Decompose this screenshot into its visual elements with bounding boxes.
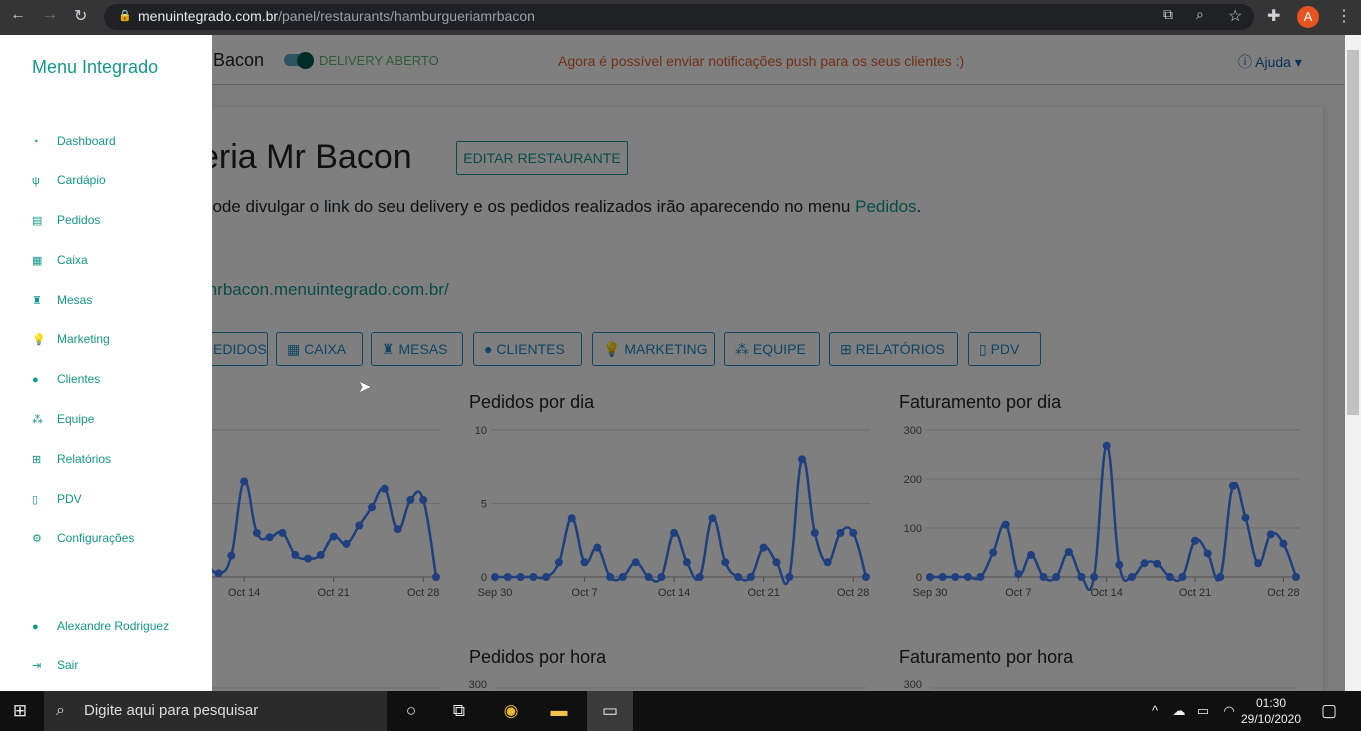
sidebar-item-relatórios[interactable]: ⊞ Relatórios — [32, 452, 111, 466]
brand[interactable]: Menu Integrado — [32, 57, 159, 77]
sidebar-item-label: Caixa — [57, 253, 88, 267]
sidebar-item-caixa[interactable]: ▦ Caixa — [32, 253, 88, 267]
chrome-icon[interactable]: ◉ — [503, 701, 519, 720]
scrollbar-thumb[interactable] — [1347, 50, 1359, 415]
search-icon: ⌕ — [56, 702, 65, 719]
windows-start-icon[interactable]: ⊞ — [12, 701, 28, 720]
url-text[interactable]: menuintegrado.com.br/panel/restaurants/h… — [138, 8, 535, 24]
logout-label: Sair — [57, 658, 79, 672]
chair-icon: ♜ — [32, 295, 42, 307]
lightbulb-icon: 💡 — [32, 334, 46, 346]
battery-icon[interactable]: ▭ — [1196, 703, 1210, 718]
mobile-icon: ▯ — [32, 494, 39, 506]
users-icon: ⁂ — [32, 414, 43, 426]
open-external-icon[interactable]: ⧉ — [1163, 6, 1173, 22]
logout-icon: ⇥ — [32, 660, 42, 672]
sidebar-item-label: Dashboard — [57, 134, 116, 148]
url-domain: menuintegrado.com.br — [138, 8, 279, 24]
forward-icon[interactable]: → — [42, 6, 58, 23]
notifications-icon[interactable]: ▢ — [1320, 701, 1338, 720]
sidebar-item-clientes[interactable]: ● Clientes — [32, 372, 100, 386]
sidebar-item-cardápio[interactable]: ψ Cardápio — [32, 173, 106, 187]
sidebar-item-label: PDV — [57, 492, 82, 506]
taskbar-search[interactable]: ⌕ Digite aqui para pesquisar — [44, 691, 387, 731]
sidebar-item-label: Relatórios — [57, 452, 112, 466]
zoom-icon[interactable]: ⌕ — [1196, 6, 1204, 22]
sidebar-item-label: Clientes — [57, 372, 101, 386]
sidebar-logout[interactable]: ⇥ Sair — [32, 658, 78, 672]
user-name: Alexandre Rodriguez — [57, 619, 170, 633]
back-icon[interactable]: ← — [10, 6, 26, 23]
sidebar-user[interactable]: ● Alexandre Rodriguez — [32, 619, 169, 633]
user-icon: ● — [32, 374, 39, 386]
sidebar-item-label: Configurações — [57, 531, 135, 545]
lock-icon: 🔒 — [118, 10, 132, 22]
profile-avatar[interactable]: A — [1297, 6, 1319, 28]
sidebar-item-dashboard[interactable]: ◔ Dashboard — [32, 134, 116, 148]
date: 29/10/2020 — [1240, 712, 1302, 726]
chevron-up-icon[interactable]: ^ — [1151, 703, 1159, 718]
cortana-icon[interactable]: ○ — [405, 701, 417, 720]
wifi-icon[interactable]: ◠ — [1223, 703, 1235, 718]
file-explorer-icon[interactable]: ▬ — [550, 701, 568, 720]
table-icon: ⊞ — [32, 454, 42, 466]
gear-icon: ⚙ — [32, 533, 42, 545]
search-placeholder: Digite aqui para pesquisar — [84, 702, 259, 719]
onedrive-icon[interactable]: ☁ — [1172, 703, 1186, 718]
sidebar: Menu Integrado ◔ Dashboard ψ Cardápio ▤ Pedid… — [0, 35, 212, 691]
menu-icon[interactable]: ⋮ — [1336, 8, 1352, 25]
sidebar-item-label: Mesas — [57, 293, 93, 307]
cash-register-icon: ▦ — [32, 255, 43, 267]
reload-icon[interactable]: ↻ — [74, 8, 88, 25]
star-icon[interactable]: ☆ — [1228, 8, 1243, 25]
utensils-icon: ψ — [32, 175, 40, 187]
clock[interactable]: 01:30 29/10/2020 — [1240, 695, 1302, 727]
sidebar-item-label: Equipe — [57, 412, 95, 426]
sidebar-item-pdv[interactable]: ▯ PDV — [32, 492, 82, 506]
task-view-icon[interactable]: ⧉ — [452, 701, 466, 720]
sidebar-item-configurações[interactable]: ⚙ Configurações — [32, 531, 134, 545]
sidebar-item-marketing[interactable]: 💡 Marketing — [32, 332, 110, 346]
browser-toolbar: ← → ↻ 🔒 menuintegrado.com.br/panel/resta… — [0, 0, 1361, 35]
sidebar-item-label: Pedidos — [57, 213, 101, 227]
tachometer-icon: ◔ — [32, 136, 39, 148]
sidebar-item-pedidos[interactable]: ▤ Pedidos — [32, 213, 100, 227]
receipt-icon: ▤ — [32, 215, 43, 227]
sidebar-item-label: Cardápio — [57, 173, 106, 187]
user-icon: ● — [32, 621, 39, 633]
time: 01:30 — [1255, 696, 1287, 710]
modal-backdrop[interactable] — [0, 35, 1345, 691]
taskbar: ⊞ ⌕ Digite aqui para pesquisar ○ ⧉ ◉ ▬ ▭ … — [0, 691, 1361, 731]
sidebar-item-mesas[interactable]: ♜ Mesas — [32, 293, 92, 307]
mouse-cursor-icon: ➤ — [358, 379, 372, 396]
address-bar[interactable] — [104, 4, 1254, 30]
url-path: /panel/restaurants/hamburgueriamrbacon — [278, 8, 535, 24]
sidebar-item-equipe[interactable]: ⁂ Equipe — [32, 412, 94, 426]
active-app-icon[interactable]: ▭ — [587, 691, 633, 731]
extensions-icon[interactable]: ✚ — [1267, 8, 1281, 25]
page: Bacon DELIVERY ABERTO Agora é possível e… — [0, 35, 1345, 691]
sidebar-item-label: Marketing — [57, 332, 110, 346]
